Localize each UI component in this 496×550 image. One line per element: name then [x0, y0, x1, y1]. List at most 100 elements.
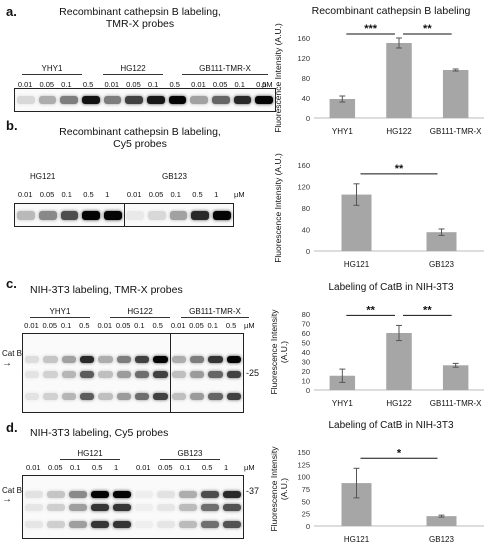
- blot-band: [135, 392, 150, 400]
- blot-band: [38, 210, 57, 220]
- significance-label: ***: [364, 23, 378, 35]
- blot-band: [147, 96, 165, 104]
- y-tick-label: 20: [302, 367, 310, 376]
- blot-band: [98, 371, 113, 379]
- blot-band: [91, 520, 109, 528]
- bar-chart-recombinant-cy5: Fluorescence Intensity (A.U.) 0 40 80 120 160…: [273, 153, 484, 269]
- blot-band: [43, 371, 58, 379]
- blot-band: [147, 210, 166, 220]
- blot-c-gel: [22, 333, 244, 413]
- concentration-label: 0.01: [17, 80, 33, 89]
- concentration-label: 0.01: [26, 463, 41, 472]
- y-tick-label: 70: [302, 320, 310, 329]
- x-tick-label: GB123: [429, 535, 454, 544]
- concentration-label: 0.05: [42, 321, 58, 330]
- blot-band: [208, 371, 223, 379]
- panel-d-label: d.: [6, 420, 18, 435]
- significance-label: **: [423, 304, 432, 316]
- concentration-label: 0.05: [189, 321, 204, 330]
- x-tick-label: GB123: [429, 260, 454, 269]
- blot-d-group-label: HG121: [60, 449, 120, 460]
- blot-band: [171, 392, 186, 400]
- concentration-label: 0.1: [61, 190, 72, 199]
- blot-a-group-label: GB111-TMR-X: [182, 64, 268, 75]
- blot-a-gel: [14, 88, 276, 112]
- blot-band: [91, 491, 109, 499]
- bar: [386, 43, 412, 118]
- concentration-label: 0.05: [39, 190, 55, 199]
- y-tick-label: 0: [306, 247, 310, 256]
- blot-band: [126, 210, 144, 220]
- concentration-label: 1: [214, 190, 219, 199]
- unit-label: µM: [244, 321, 255, 330]
- concentration-label: 0.01: [191, 80, 206, 89]
- panel-b-label: b.: [6, 118, 18, 133]
- y-tick-label: 30: [302, 358, 310, 367]
- y-tick-label: 40: [302, 348, 310, 357]
- concentration-label: 1: [105, 190, 110, 199]
- y-axis-label-line: Fluorescence Intensity: [270, 446, 279, 532]
- blot-d-concentrations: 0.01 0.05 0.1 0.5 1 0.01 0.05 0.1 0.5 1 µM: [22, 463, 264, 473]
- blot-band: [116, 356, 131, 364]
- blot-band: [47, 491, 65, 499]
- bar-chart-nih3t3-tmr: Labeling of CatB in NIH-3T3 Fluorescence …: [270, 282, 484, 408]
- blot-band: [25, 392, 40, 400]
- blot-band: [201, 503, 219, 511]
- blot-band: [61, 356, 76, 364]
- blot-band: [153, 356, 168, 364]
- blot-band: [80, 392, 95, 400]
- blot-band: [226, 356, 241, 364]
- blot-band: [25, 371, 40, 379]
- y-axis-label-line: (A.U.): [279, 341, 289, 363]
- concentration-label: 0.1: [70, 463, 81, 472]
- blot-band: [171, 356, 186, 364]
- x-tick-label: YHY1: [332, 127, 353, 136]
- bar-chart-recombinant-tmr: Recombinant cathepsin B labeling Fluoresc…: [273, 5, 484, 136]
- blot-band: [69, 520, 87, 528]
- blot-a-concentrations: 0.01 0.05 0.1 0.5 0.01 0.05 0.1 0.5 0.01 0.05 0.1 0…: [14, 80, 274, 90]
- concentration-label: 0.05: [39, 80, 55, 89]
- concentration-label: 0.1: [170, 190, 181, 199]
- concentration-label: 0.01: [17, 190, 33, 199]
- y-axis-label-line: Fluorescence Intensity: [270, 309, 279, 395]
- blot-band: [179, 503, 197, 511]
- blot-band: [104, 210, 122, 220]
- arrow-right-icon: →: [2, 494, 12, 505]
- x-tick-label: HG121: [344, 535, 370, 544]
- x-tick-label: GB111-TMR-X: [430, 399, 482, 408]
- blot-band: [125, 96, 143, 104]
- panel-a-title: Recombinant cathepsin B labeling, TMR-X …: [30, 6, 250, 30]
- blot-band: [17, 210, 35, 220]
- blot-band: [168, 96, 187, 104]
- x-tick-label: HG121: [344, 260, 370, 269]
- y-tick-label: 0: [306, 114, 310, 123]
- x-tick-label: HG122: [386, 399, 412, 408]
- blot-band: [223, 520, 241, 528]
- blot-c-mw-marker: -25: [246, 368, 260, 378]
- blot-d-gel: [22, 475, 244, 539]
- blot-band: [135, 371, 150, 379]
- blot-band: [82, 96, 100, 104]
- blot-band: [153, 392, 168, 400]
- blot-c-catb-marker: Cat B: [2, 349, 23, 358]
- concentration-label: 0.1: [147, 80, 159, 89]
- y-axis-label: Fluorescence Intensity (A.U.): [273, 153, 283, 263]
- blot-band: [213, 210, 231, 220]
- y-tick-label: 80: [302, 204, 310, 213]
- blot-band: [190, 371, 205, 379]
- blot-c-group-label: HG122: [110, 307, 170, 318]
- panel-b-title: Recombinant cathepsin B labeling, Cy5 pr…: [30, 126, 250, 150]
- y-tick-label: 0: [306, 522, 310, 531]
- blot-band: [116, 392, 131, 400]
- blot-band: [135, 491, 153, 499]
- concentration-label: 0.05: [158, 463, 173, 472]
- concentration-label: 0.05: [148, 190, 164, 199]
- blot-band: [179, 520, 197, 528]
- blot-band: [25, 491, 43, 499]
- blot-band: [47, 503, 65, 511]
- blot-band: [82, 210, 101, 220]
- blot-a-group-label: YHY1: [22, 64, 82, 75]
- blot-d-mw-marker: -37: [246, 486, 260, 496]
- concentration-label: 0.1: [134, 321, 145, 330]
- blot-band: [169, 210, 188, 220]
